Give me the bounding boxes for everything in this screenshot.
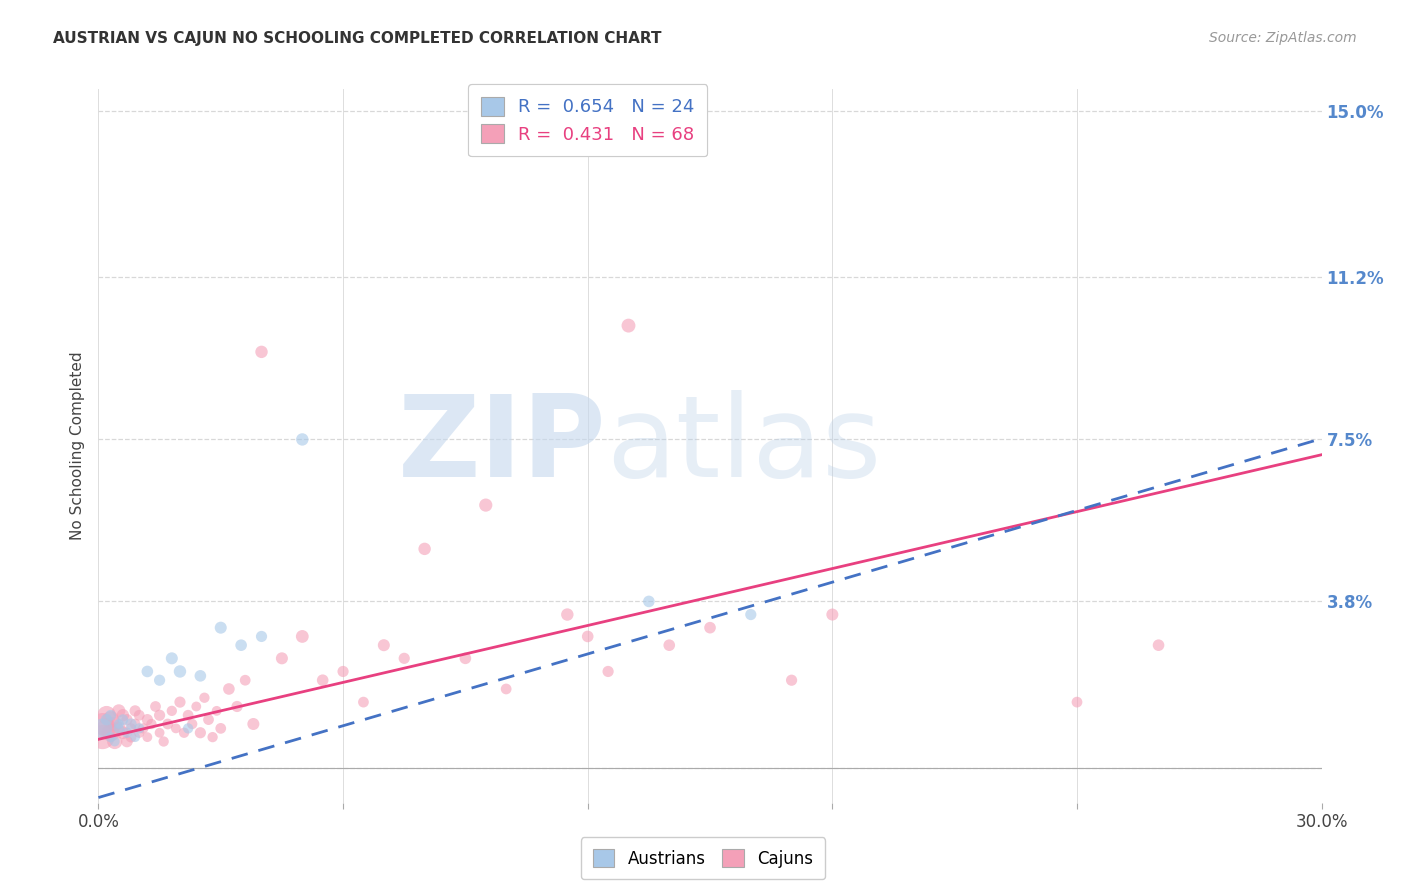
Point [352,695,374,709]
Point [658,638,681,652]
Point [108,722,131,736]
Point [637,594,661,608]
Text: atlas: atlas [606,391,882,501]
Point [576,629,599,643]
Y-axis label: No Schooling Completed: No Schooling Completed [70,351,86,541]
Point [454,651,477,665]
Point [100,713,122,727]
Point [128,725,150,739]
Point [169,665,191,679]
Point [291,629,314,643]
Point [120,722,142,736]
Point [1066,695,1088,709]
Point [128,722,150,736]
Point [111,708,134,723]
Point [205,704,228,718]
Point [149,725,172,739]
Point [231,638,253,652]
Point [193,690,215,705]
Point [250,344,273,359]
Point [165,722,187,736]
Text: ZIP: ZIP [398,391,606,501]
Point [332,665,354,679]
Point [197,713,219,727]
Point [149,673,172,688]
Point [115,734,138,748]
Text: AUSTRIAN VS CAJUN NO SCHOOLING COMPLETED CORRELATION CHART: AUSTRIAN VS CAJUN NO SCHOOLING COMPLETED… [53,31,662,46]
Point [96,708,118,723]
Point [132,722,155,736]
Point [104,734,127,748]
Point [495,681,517,696]
Point [149,708,172,723]
Point [201,730,224,744]
Point [91,717,114,731]
Point [141,717,163,731]
Point [392,651,416,665]
Point [108,722,131,736]
Point [699,621,721,635]
Point [181,717,204,731]
Point [152,734,174,748]
Point [115,725,138,739]
Point [136,665,159,679]
Point [373,638,395,652]
Point [120,717,142,731]
Point [160,651,183,665]
Legend: Austrians, Cajuns: Austrians, Cajuns [581,838,825,880]
Point [598,665,620,679]
Point [555,607,579,622]
Point [115,713,138,727]
Point [124,717,146,731]
Point [177,722,200,736]
Point [108,717,131,731]
Point [233,673,256,688]
Point [111,725,134,739]
Point [218,681,240,696]
Point [111,713,134,727]
Point [188,725,212,739]
Point [100,708,122,723]
Point [160,704,183,718]
Point [91,722,114,736]
Point [209,621,232,635]
Point [740,607,762,622]
Point [156,717,179,731]
Point [291,433,314,447]
Point [173,725,195,739]
Point [177,708,200,723]
Point [242,717,264,731]
Legend: R =  0.654   N = 24, R =  0.431   N = 68: R = 0.654 N = 24, R = 0.431 N = 68 [468,84,707,156]
Point [124,730,146,744]
Point [186,699,208,714]
Point [474,498,498,512]
Point [617,318,640,333]
Point [226,699,249,714]
Point [312,673,335,688]
Point [100,725,122,739]
Point [96,722,118,736]
Point [128,708,150,723]
Point [96,713,118,727]
Point [91,730,114,744]
Point [136,730,159,744]
Point [104,717,127,731]
Point [108,704,131,718]
Point [780,673,803,688]
Point [100,730,122,744]
Point [124,704,146,718]
Point [209,722,232,736]
Point [120,730,142,744]
Point [104,734,127,748]
Text: Source: ZipAtlas.com: Source: ZipAtlas.com [1209,31,1357,45]
Point [1147,638,1170,652]
Point [270,651,294,665]
Point [169,695,191,709]
Point [145,699,167,714]
Point [188,669,212,683]
Point [250,629,273,643]
Point [821,607,844,622]
Point [413,541,436,556]
Point [136,713,159,727]
